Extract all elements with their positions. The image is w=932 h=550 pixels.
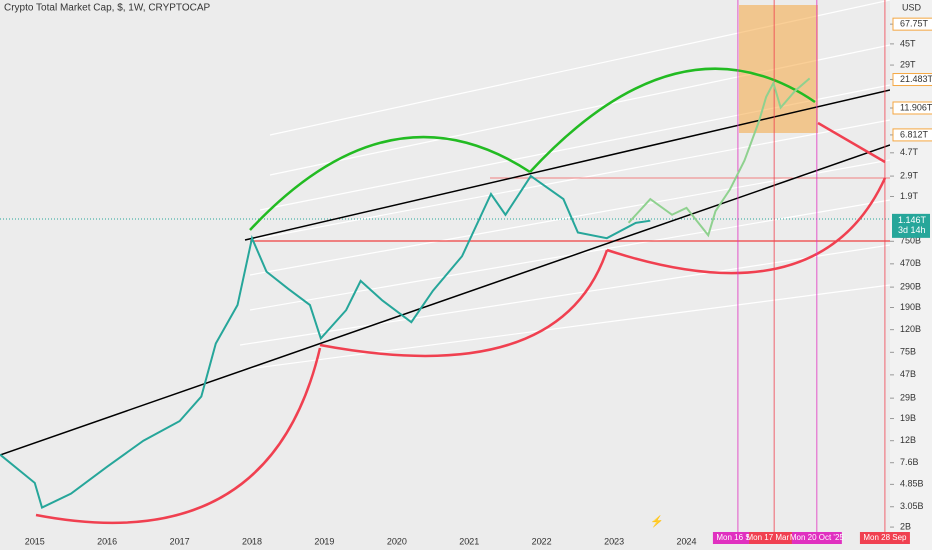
price-axis	[890, 0, 932, 550]
y-tick-label: 47B	[900, 369, 916, 379]
y-tick-label: 29T	[900, 59, 916, 69]
y-tick-label: 3.05B	[900, 501, 924, 511]
x-tick-label: 2021	[459, 536, 479, 546]
y-tick-highlight	[892, 128, 932, 142]
date-marker-label: Mon 20 Oct '25	[790, 533, 845, 542]
y-tick-label: 750B	[900, 236, 921, 246]
y-tick-label: 11.906T	[900, 102, 932, 112]
y-tick-highlight	[892, 101, 932, 115]
trendline-upper	[244, 89, 891, 241]
x-tick-label: 2023	[604, 536, 624, 546]
bolt-icon: ⚡	[650, 515, 664, 528]
trendline-lower	[0, 144, 891, 456]
y-tick-label: 120B	[900, 324, 921, 334]
date-marker-label: Mon 28 Sep	[863, 533, 907, 542]
last-price-box	[892, 213, 930, 238]
y-tick-label: 4.7T	[900, 147, 919, 157]
y-tick-label: 19B	[900, 413, 916, 423]
y-tick-label: 29B	[900, 393, 916, 403]
projection-box	[739, 5, 818, 133]
y-tick-label: 190B	[900, 302, 921, 312]
y-tick-label: 45T	[900, 38, 916, 48]
y-tick-label: 2.9T	[900, 170, 919, 180]
date-marker-box	[749, 532, 800, 544]
y-tick-label: 470B	[900, 258, 921, 268]
y-tick-label: 7.6B	[900, 457, 919, 467]
y-tick-highlight	[892, 17, 932, 31]
date-marker-box	[859, 532, 910, 544]
x-tick-label: 2020	[387, 536, 407, 546]
y-tick-highlight	[892, 73, 932, 87]
y-tick-label: 67.75T	[900, 19, 929, 29]
y-tick-label: 75B	[900, 347, 916, 357]
x-tick-label: 2024	[676, 536, 696, 546]
x-tick-label: 2022	[532, 536, 552, 546]
price-line-series	[0, 174, 651, 509]
x-tick-label: 2015	[25, 536, 45, 546]
y-tick-label: 21.483T	[900, 74, 932, 84]
x-tick-label: 2019	[314, 536, 334, 546]
y-tick-label: 4.85B	[900, 479, 924, 489]
y-tick-label: 2B	[900, 521, 911, 531]
price-line-series	[627, 77, 811, 238]
countdown-label: 3d 14h	[898, 225, 926, 235]
y-tick-label: 12B	[900, 435, 916, 445]
date-marker-label: Mon 16 Sep	[716, 533, 760, 542]
y-tick-label: 290B	[900, 281, 921, 291]
chart-title: Crypto Total Market Cap, $, 1W, CRYPTOCA…	[4, 3, 211, 14]
date-marker-box	[791, 532, 842, 544]
y-tick-label: 6.812T	[900, 129, 929, 139]
date-marker-label: Mon 17 Mar '25	[746, 533, 802, 542]
x-tick-label: 2017	[170, 536, 190, 546]
arrows	[35, 67, 887, 525]
x-tick-label: 2016	[97, 536, 117, 546]
x-tick-label: 2018	[242, 536, 262, 546]
y-tick-label: 1.9T	[900, 191, 919, 201]
last-price-label: 1.146T	[898, 215, 927, 225]
channel-lines	[239, 0, 891, 371]
unit-label: USD	[902, 2, 922, 12]
